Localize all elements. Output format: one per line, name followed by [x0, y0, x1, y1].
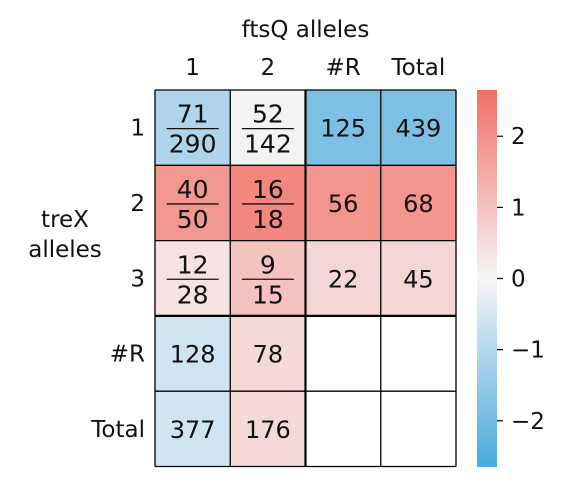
colorbar-tick-label-1: −1 — [511, 338, 545, 364]
cell-value-r1-c2: 56 — [328, 190, 359, 218]
row-label-2: 3 — [130, 266, 145, 292]
cell-denominator-r2-c1: 15 — [252, 280, 284, 309]
heatmap-cell-r3-c1 — [230, 315, 306, 392]
colorbar-tick-label-4: 2 — [511, 124, 526, 150]
column-label-2: #R — [325, 55, 360, 81]
x-axis-title: ftsQ alleles — [241, 17, 370, 43]
column-label-1: 2 — [261, 55, 276, 81]
heatmap-cell-r4-c0 — [155, 391, 231, 467]
heatmap-grid — [154, 89, 457, 468]
column-label-0: 1 — [185, 55, 200, 81]
cell-value-r0-c2: 125 — [320, 115, 366, 143]
cell-numerator-r0-c1: 52 — [252, 100, 284, 129]
heatmap-cell-r4-c3 — [380, 391, 456, 467]
cell-value-r4-c0: 377 — [170, 416, 216, 444]
cell-value-r1-c3: 68 — [403, 190, 434, 218]
heatmap-cell-r2-c3 — [380, 240, 456, 316]
cell-value-r2-c3: 45 — [403, 265, 434, 293]
heatmap-cell-r0-c3 — [380, 90, 456, 166]
y-axis-title: treX alleles — [0, 205, 130, 265]
row-label-1: 2 — [130, 191, 145, 217]
heatmap-cell-r3-c2 — [305, 315, 381, 392]
heatmap-cell-r3-c0 — [155, 315, 231, 392]
heatmap-cell-r1-c3 — [380, 165, 456, 241]
cell-value-r3-c0: 128 — [170, 341, 216, 369]
heatmap-cell-r2-c0 — [155, 240, 231, 316]
cell-value-r4-c1: 176 — [245, 416, 291, 444]
heatmap-cell-r1-c2 — [305, 165, 381, 241]
heatmap-cell-r3-c3 — [380, 315, 456, 392]
column-labels: 1 2 #R Total — [185, 55, 445, 81]
cell-denominator-r0-c1: 142 — [244, 130, 292, 159]
heatmap-cell-r1-c1 — [230, 165, 306, 241]
cell-value-r3-c1: 78 — [253, 341, 284, 369]
heatmap-cell-r0-c0 — [155, 90, 231, 166]
heatmap-cell-r1-c0 — [155, 165, 231, 241]
heatmap-cell-r0-c2 — [305, 90, 381, 166]
cell-numerator-r1-c1: 16 — [252, 175, 284, 204]
colorbar-gradient — [477, 90, 497, 467]
heatmap-cell-r0-c1 — [230, 90, 306, 166]
colorbar-tick-label-2: 0 — [511, 267, 526, 293]
column-label-3: Total — [391, 55, 446, 81]
colorbar-tick-label-0: −2 — [511, 409, 545, 435]
heatmap-cell-r2-c1 — [230, 240, 306, 316]
cell-numerator-r0-c0: 71 — [177, 100, 209, 129]
row-label-4: Total — [90, 417, 145, 443]
heatmap-cell-r4-c2 — [305, 391, 381, 467]
cell-value-r0-c3: 439 — [395, 115, 441, 143]
colorbar: −2 −1 0 1 2 — [477, 90, 545, 467]
row-labels: 1 2 3 #R Total — [90, 116, 145, 443]
heatmap-cell-r2-c2 — [305, 240, 381, 316]
cell-denominator-r1-c0: 50 — [177, 205, 209, 234]
cell-denominator-r0-c0: 290 — [169, 130, 217, 159]
row-label-3: #R — [110, 342, 145, 368]
cell-denominator-r2-c0: 28 — [177, 280, 209, 309]
heatmap-cell-r4-c1 — [230, 391, 306, 467]
colorbar-tick-label-3: 1 — [511, 195, 526, 221]
cell-numerator-r2-c1: 9 — [260, 250, 276, 279]
cell-numerator-r1-c0: 40 — [177, 175, 209, 204]
row-label-0: 1 — [130, 116, 145, 142]
y-axis-title-line-1: treX — [41, 207, 89, 233]
cell-denominator-r1-c1: 18 — [252, 205, 284, 234]
cell-value-r2-c2: 22 — [328, 265, 359, 293]
y-axis-title-line-2: alleles — [28, 237, 102, 263]
cell-numerator-r2-c0: 12 — [177, 250, 209, 279]
